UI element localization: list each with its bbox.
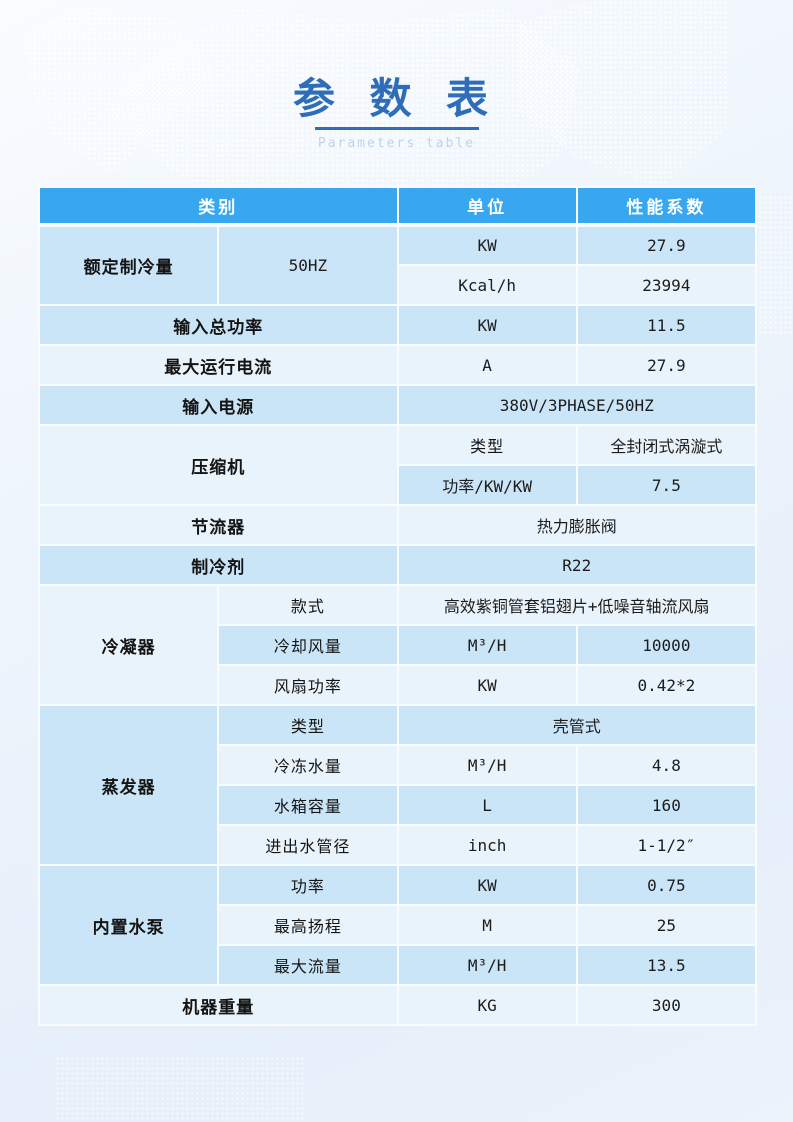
sublabel-cell: 类型	[217, 704, 399, 746]
sublabel-cell: 最高扬程	[217, 904, 399, 946]
sublabel-cell: 款式	[217, 584, 399, 626]
table-row: 风扇功率 KW 0.42*2	[39, 664, 758, 706]
unit-cell: 功率/KW/KW	[396, 464, 578, 506]
value-cell: 13.5	[575, 944, 758, 986]
category-cell: 额定制冷量	[37, 224, 220, 306]
table-row: 最高扬程 M 25	[39, 904, 758, 946]
category-cell: 压缩机	[38, 424, 399, 506]
value-cell: 27.9	[575, 344, 758, 386]
sublabel-cell: 冷冻水量	[217, 744, 399, 786]
table-row: 压缩机 类型 全封闭式涡漩式	[38, 424, 758, 506]
table-row: Kcal/h 23994	[39, 264, 758, 306]
value-cell: 10000	[575, 624, 758, 666]
value-cell: 25	[575, 904, 758, 946]
unit-cell: KW	[396, 864, 578, 906]
page-subtitle: Parameters table	[317, 136, 476, 152]
category-cell: 节流器	[38, 504, 399, 546]
table-row: 冷冻水量 M³/H 4.8	[39, 744, 758, 786]
sublabel-cell: 类型	[396, 424, 578, 466]
value-cell: 11.5	[575, 304, 758, 346]
table-row: 输入电源 380V/3PHASE/50HZ	[38, 384, 757, 426]
unit-cell: M³/H	[396, 624, 578, 666]
page-title: 参 数 表	[292, 77, 500, 123]
category-cell: 输入电源	[38, 384, 399, 426]
table-row: 水箱容量 L 160	[39, 784, 758, 826]
table-row: 制冷剂 R22	[38, 544, 757, 586]
sublabel-cell: 水箱容量	[217, 784, 399, 826]
value-cell: 23994	[575, 264, 758, 306]
table-row: 蒸发器 类型 壳管式	[37, 704, 757, 866]
category-cell: 输入总功率	[38, 304, 399, 346]
value-cell: 热力膨胀阀	[396, 504, 757, 546]
value-cell: 0.75	[575, 864, 758, 906]
unit-cell: M	[396, 904, 578, 946]
unit-cell: 50HZ	[217, 224, 399, 306]
value-cell: 300	[575, 984, 758, 1026]
unit-cell: KW	[396, 304, 578, 346]
unit-cell: KW	[396, 664, 578, 706]
value-cell: 27.9	[575, 224, 758, 266]
unit-cell: KW	[396, 224, 578, 266]
world-map-dots-bottom-left	[55, 1056, 305, 1122]
table-header-row: 类别 单位 性能系数	[38, 186, 758, 227]
unit-cell: Kcal/h	[396, 264, 578, 306]
table-row: 最大运行电流 A 27.9	[38, 344, 758, 386]
value-cell: 380V/3PHASE/50HZ	[396, 384, 757, 426]
table-row: 输入总功率 KW 11.5	[38, 304, 758, 346]
title-underline	[314, 127, 479, 131]
table-row: 冷凝器 款式 高效紫铜管套铝翅片+低噪音轴流风扇	[37, 584, 757, 706]
category-cell: 机器重量	[38, 984, 399, 1026]
unit-cell: M³/H	[396, 944, 578, 986]
category-cell: 制冷剂	[38, 544, 399, 586]
value-cell: 1-1/2″	[575, 824, 758, 866]
header-cell-unit: 单位	[396, 186, 578, 227]
unit-cell: A	[396, 344, 578, 386]
table-row: 机器重量 KG 300	[38, 984, 758, 1026]
table-row: 功率/KW/KW 7.5	[39, 464, 758, 506]
value-cell: 0.42*2	[575, 664, 758, 706]
category-cell: 蒸发器	[37, 704, 220, 866]
unit-cell: L	[396, 784, 578, 826]
unit-cell: M³/H	[396, 744, 578, 786]
category-cell: 内置水泵	[37, 864, 220, 986]
table-row: 节流器 热力膨胀阀	[38, 504, 757, 546]
table-row: 内置水泵 功率 KW 0.75	[37, 864, 758, 986]
parameters-table: 类别 单位 性能系数 额定制冷量 50HZ KW 27.9 Kcal/h 23994 输入总…	[37, 186, 758, 1026]
header-cell-value: 性能系数	[575, 186, 758, 227]
sublabel-cell: 最大流量	[217, 944, 399, 986]
unit-cell: KG	[396, 984, 578, 1026]
table-row: 冷却风量 M³/H 10000	[39, 624, 758, 666]
title-block: 参 数 表 Parameters table	[0, 76, 793, 151]
table-row: 进出水管径 inch 1-1/2″	[39, 824, 758, 866]
value-cell: 4.8	[575, 744, 758, 786]
table-body: 额定制冷量 50HZ KW 27.9 Kcal/h 23994 输入总功率 KW 11.5 最大运…	[37, 224, 758, 1026]
header-cell-category: 类别	[38, 186, 399, 227]
unit-cell: inch	[396, 824, 578, 866]
value-cell: 7.5	[575, 464, 758, 506]
value-cell: 高效紫铜管套铝翅片+低噪音轴流风扇	[396, 584, 757, 626]
value-cell: 全封闭式涡漩式	[575, 424, 758, 466]
category-cell: 最大运行电流	[38, 344, 399, 386]
sublabel-cell: 风扇功率	[217, 664, 399, 706]
value-cell: 160	[575, 784, 758, 826]
table-row: 最大流量 M³/H 13.5	[39, 944, 758, 986]
sublabel-cell: 功率	[217, 864, 399, 906]
sublabel-cell: 冷却风量	[217, 624, 399, 666]
table-row: 额定制冷量 50HZ KW 27.9	[37, 224, 758, 306]
category-cell: 冷凝器	[37, 584, 220, 706]
value-cell: 壳管式	[396, 704, 757, 746]
sublabel-cell: 进出水管径	[217, 824, 399, 866]
value-cell: R22	[396, 544, 757, 586]
